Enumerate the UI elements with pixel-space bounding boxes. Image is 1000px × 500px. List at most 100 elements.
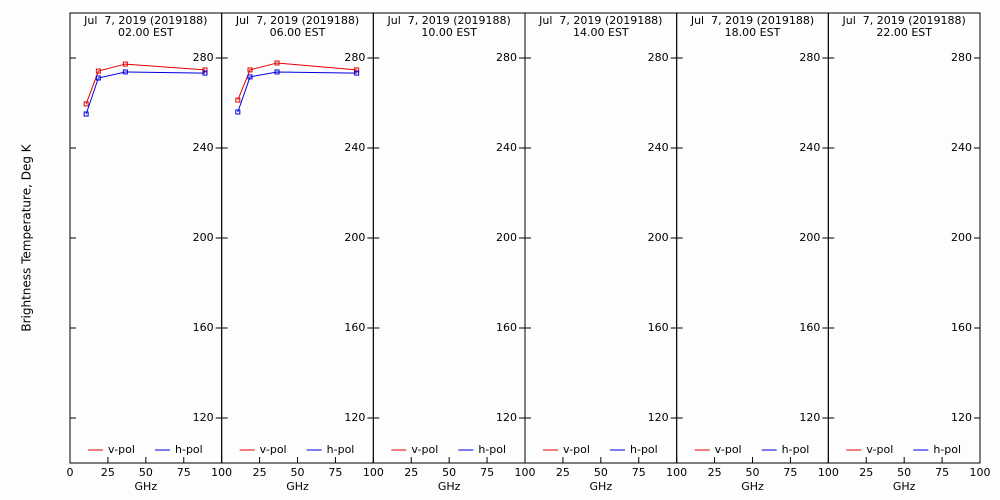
- panel-title: Jul 7, 2019 (2019188): [842, 14, 966, 27]
- panel-title: Jul 7, 2019 (2019188): [690, 14, 814, 27]
- point-marker: [354, 67, 360, 73]
- panel-subtitle: 22.00 EST: [876, 26, 932, 39]
- y-tick-label: 200: [799, 231, 820, 244]
- legend-label: h-pol: [327, 443, 355, 456]
- panel-title: Jul 7, 2019 (2019188): [387, 14, 511, 27]
- y-tick-label: 120: [799, 411, 820, 424]
- point-marker: [202, 70, 208, 76]
- y-tick-label: 200: [496, 231, 517, 244]
- point-marker: [274, 60, 280, 66]
- legend-label: v-pol: [108, 443, 135, 456]
- y-tick-label: 280: [193, 51, 214, 64]
- point-marker: [235, 109, 241, 115]
- x-tick-label: 50: [139, 466, 153, 479]
- legend-label: v-pol: [411, 443, 438, 456]
- point-marker: [247, 67, 253, 73]
- x-axis-label: GHz: [590, 480, 613, 493]
- x-tick-label: 75: [783, 466, 797, 479]
- point-marker: [122, 69, 128, 75]
- x-axis-label: GHz: [135, 480, 158, 493]
- x-tick-label: 100: [970, 466, 991, 479]
- panel-title: Jul 7, 2019 (2019188): [538, 14, 662, 27]
- y-tick-label: 120: [951, 411, 972, 424]
- y-tick-label: 200: [951, 231, 972, 244]
- x-tick-label: 50: [291, 466, 305, 479]
- y-tick-label: 120: [344, 411, 365, 424]
- y-tick-label: 240: [496, 141, 517, 154]
- y-tick-label: 240: [951, 141, 972, 154]
- panel-subtitle: 18.00 EST: [725, 26, 781, 39]
- y-tick-label: 280: [648, 51, 669, 64]
- y-tick-label: 240: [193, 141, 214, 154]
- x-tick-label: 25: [253, 466, 267, 479]
- y-axis-label: Brightness Temperature, Deg K: [20, 143, 34, 331]
- y-tick-label: 160: [648, 321, 669, 334]
- legend-label: v-pol: [260, 443, 287, 456]
- legend-label: h-pol: [175, 443, 203, 456]
- point-marker: [122, 61, 128, 67]
- y-tick-label: 280: [344, 51, 365, 64]
- point-marker: [83, 101, 89, 107]
- x-axis-label: GHz: [893, 480, 916, 493]
- legend-label: h-pol: [782, 443, 810, 456]
- x-tick-label: 75: [632, 466, 646, 479]
- y-tick-label: 240: [648, 141, 669, 154]
- x-tick-label: 25: [859, 466, 873, 479]
- y-tick-label: 280: [951, 51, 972, 64]
- y-tick-label: 200: [648, 231, 669, 244]
- point-marker: [247, 74, 253, 80]
- x-tick-label: 25: [708, 466, 722, 479]
- y-tick-label: 200: [344, 231, 365, 244]
- x-tick-label: 100: [211, 466, 232, 479]
- point-marker: [274, 69, 280, 75]
- x-tick-label: 25: [404, 466, 418, 479]
- x-tick-label: 0: [67, 466, 74, 479]
- x-tick-label: 100: [666, 466, 687, 479]
- y-tick-label: 160: [344, 321, 365, 334]
- panel-subtitle: 14.00 EST: [573, 26, 629, 39]
- point-marker: [95, 75, 101, 81]
- panel-subtitle: 02.00 EST: [118, 26, 174, 39]
- point-marker: [235, 97, 241, 103]
- y-tick-label: 280: [799, 51, 820, 64]
- x-tick-label: 75: [328, 466, 342, 479]
- x-tick-label: 75: [177, 466, 191, 479]
- y-tick-label: 120: [496, 411, 517, 424]
- legend-label: v-pol: [563, 443, 590, 456]
- series-line: [85, 71, 205, 115]
- y-tick-label: 160: [951, 321, 972, 334]
- legend-label: v-pol: [715, 443, 742, 456]
- x-tick-label: 50: [442, 466, 456, 479]
- panel-subtitle: 10.00 EST: [421, 26, 477, 39]
- x-axis-label: GHz: [286, 480, 309, 493]
- y-tick-label: 280: [496, 51, 517, 64]
- point-marker: [202, 67, 208, 73]
- x-tick-label: 50: [897, 466, 911, 479]
- x-tick-label: 50: [594, 466, 608, 479]
- panel-title: Jul 7, 2019 (2019188): [83, 14, 207, 27]
- y-tick-label: 160: [799, 321, 820, 334]
- series-line: [237, 71, 357, 113]
- y-tick-label: 160: [496, 321, 517, 334]
- y-tick-label: 240: [799, 141, 820, 154]
- x-tick-label: 100: [515, 466, 536, 479]
- x-axis-label: GHz: [741, 480, 764, 493]
- x-tick-label: 100: [818, 466, 839, 479]
- point-marker: [95, 68, 101, 74]
- y-tick-label: 240: [344, 141, 365, 154]
- y-tick-label: 160: [193, 321, 214, 334]
- panel-subtitle: 06.00 EST: [270, 26, 326, 39]
- x-tick-label: 50: [746, 466, 760, 479]
- y-tick-label: 120: [193, 411, 214, 424]
- panel-title: Jul 7, 2019 (2019188): [235, 14, 359, 27]
- legend-label: h-pol: [933, 443, 961, 456]
- x-tick-label: 100: [363, 466, 384, 479]
- x-axis-label: GHz: [438, 480, 461, 493]
- series-line: [237, 62, 357, 101]
- x-tick-label: 25: [556, 466, 570, 479]
- x-tick-label: 25: [101, 466, 115, 479]
- point-marker: [83, 111, 89, 117]
- y-tick-label: 120: [648, 411, 669, 424]
